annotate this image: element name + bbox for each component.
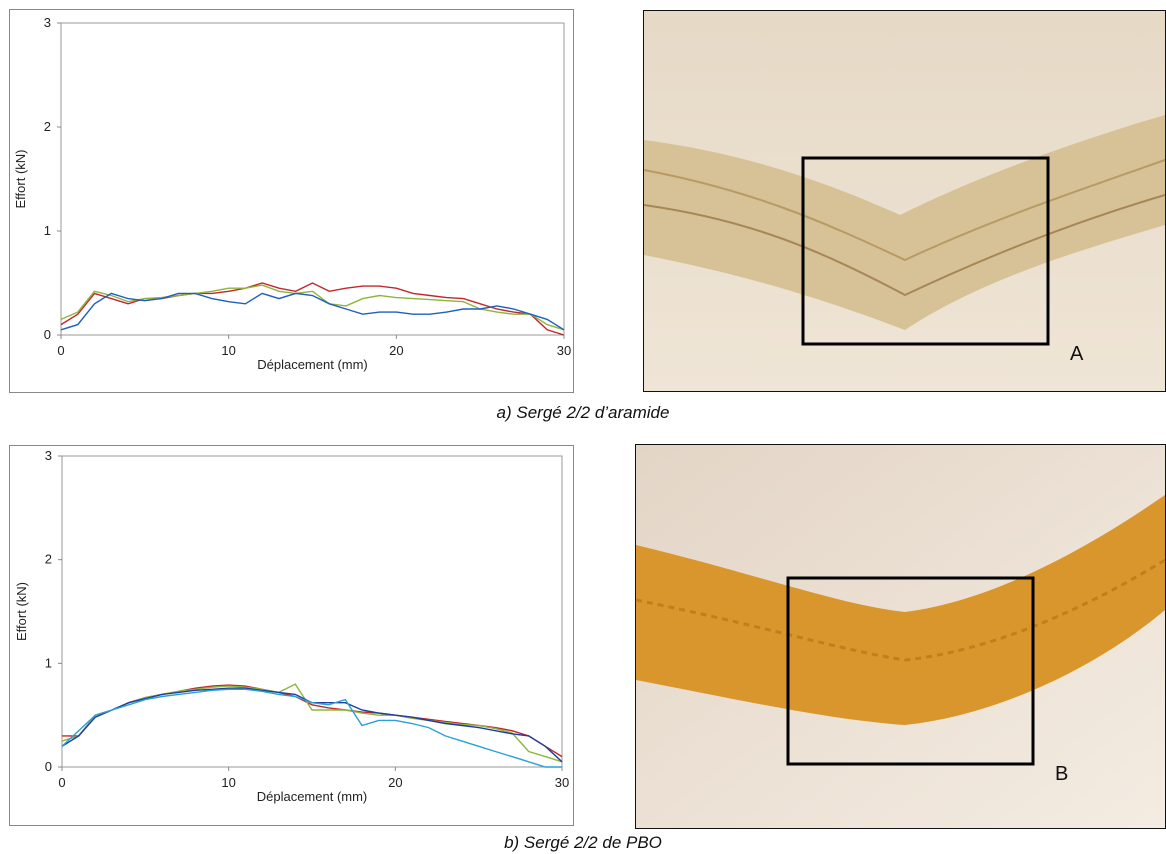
plot-area — [60, 22, 565, 336]
y-tick-label: 1 — [44, 223, 51, 238]
x-tick-label: 20 — [389, 343, 403, 358]
x-tick-label: 0 — [58, 775, 65, 790]
plot-area — [61, 455, 563, 768]
y-axis-label: Effort (kN) — [13, 150, 28, 209]
chart-frame — [9, 9, 574, 393]
series-line — [60, 292, 565, 331]
x-tick-label: 30 — [557, 343, 571, 358]
x-axis-label: Déplacement (mm) — [257, 789, 368, 804]
x-tick-label: 20 — [388, 775, 402, 790]
caption: b) Sergé 2/2 de PBO — [504, 833, 662, 852]
y-tick-label: 3 — [45, 448, 52, 463]
x-tick-label: 30 — [555, 775, 569, 790]
y-tick-label: 0 — [45, 759, 52, 774]
y-tick-label: 0 — [44, 327, 51, 342]
x-tick-label: 10 — [221, 343, 235, 358]
x-tick-label: 10 — [221, 775, 235, 790]
y-tick-label: 2 — [45, 552, 52, 567]
chart-frame — [9, 445, 574, 826]
y-tick-label: 3 — [44, 15, 51, 30]
series-line — [61, 683, 563, 763]
x-axis-label: Déplacement (mm) — [257, 357, 368, 372]
x-tick-label: 0 — [57, 343, 64, 358]
photo — [635, 444, 1166, 829]
photo — [643, 10, 1166, 392]
series-line — [61, 688, 562, 768]
y-axis-label: Effort (kN) — [14, 582, 29, 641]
caption: a) Sergé 2/2 d’aramide — [497, 403, 670, 422]
photo-label: A — [1070, 343, 1084, 365]
y-tick-label: 2 — [44, 119, 51, 134]
y-tick-label: 1 — [45, 655, 52, 670]
photo-label: B — [1055, 763, 1068, 785]
